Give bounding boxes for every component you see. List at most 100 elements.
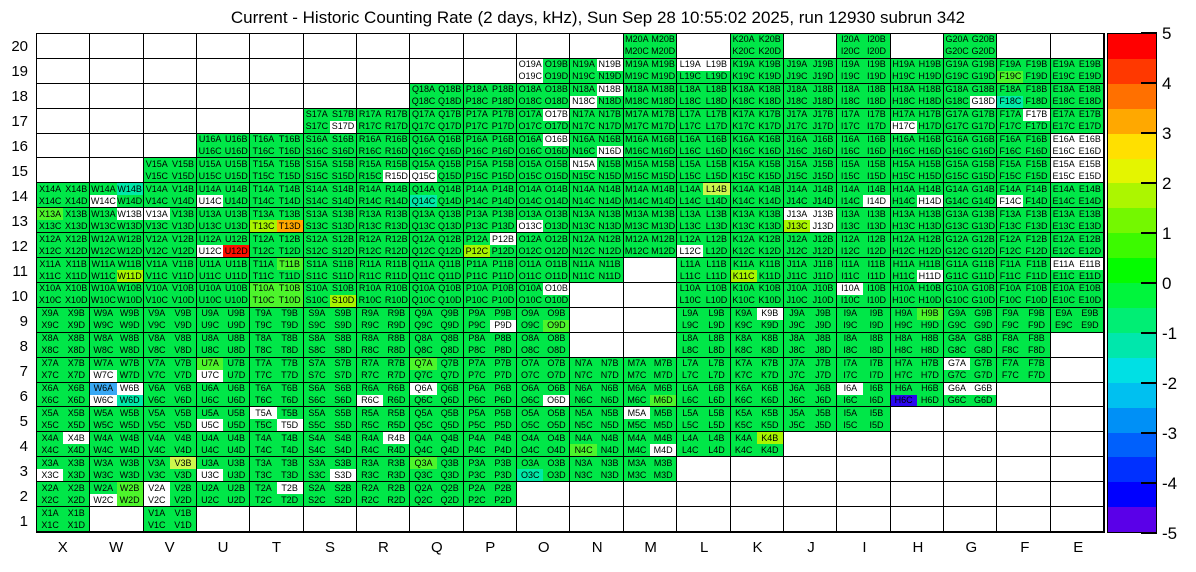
cell-U10: U10A U10B U10C U10D (197, 282, 251, 308)
cell-Q9: Q9A Q9B Q9C Q9D (410, 307, 464, 333)
cell-E11: E11A E11B E11C E11D (1050, 258, 1104, 283)
empty-quadrant (570, 482, 596, 494)
channel-K11A: K11A (730, 258, 757, 271)
channel-L15A: L15A (677, 158, 704, 171)
empty-quadrant (1023, 383, 1049, 395)
channel-U11D: U11D (223, 270, 250, 282)
colorbar-segment (1108, 432, 1156, 458)
cell-L20 (677, 34, 731, 59)
channel-I6B: I6B (863, 382, 890, 395)
colorbar-tick-label-5: 5 (1162, 24, 1172, 43)
channel-T8A: T8A (250, 332, 277, 345)
cell-Q4: Q4A Q4B Q4C Q4D (410, 432, 464, 458)
channel-V9A: V9A (143, 307, 170, 320)
cell-X4: X4A X4B X4C X4D (37, 432, 91, 458)
channel-O17A: O17A (517, 108, 544, 121)
empty-quadrant (1051, 370, 1077, 382)
channel-R14C: R14C (357, 195, 384, 208)
cell-X8: X8A X8B X8C X8D (37, 332, 91, 358)
channel-L9A: L9A (677, 307, 704, 320)
channel-T10C: T10C (250, 294, 277, 307)
channel-N17A: N17A (570, 108, 597, 121)
channel-V3A: V3A (143, 457, 170, 470)
empty-quadrant (223, 34, 249, 46)
cell-O2 (517, 482, 571, 508)
cell-X1: X1A X1B X1C X1D (37, 507, 91, 532)
channel-Q2A: Q2A (410, 482, 437, 495)
channel-N6C: N6C (570, 394, 597, 407)
channel-N4D: N4D (596, 444, 623, 457)
channel-S15C: S15C (303, 170, 330, 183)
empty-quadrant (810, 432, 836, 444)
empty-quadrant (250, 71, 276, 83)
empty-quadrant (917, 444, 943, 456)
channel-L5B: L5B (703, 407, 730, 420)
channel-N19D: N19D (596, 70, 623, 83)
channel-Q4D: Q4D (436, 444, 463, 457)
channel-P5A: P5A (463, 407, 490, 420)
y-axis-label-4: 4 (19, 437, 28, 455)
channel-H14C: H14C (890, 195, 917, 208)
channel-U3C: U3C (197, 469, 224, 482)
cell-K19: K19A K19B K19C K19D (730, 58, 784, 84)
cell-F20 (997, 34, 1051, 59)
cell-L5: L5A L5B L5C L5D (677, 407, 731, 433)
channel-K10C: K10C (730, 294, 757, 307)
channel-Q18D: Q18D (436, 95, 463, 108)
cell-E16: E16A E16B E16C E16D (1050, 133, 1104, 159)
channel-O10D: O10D (543, 294, 570, 307)
channel-W12B: W12B (116, 233, 143, 246)
y-axis-label-8: 8 (19, 337, 28, 355)
channel-S14B: S14B (329, 183, 357, 196)
channel-O17B: O17B (543, 108, 570, 121)
channel-P8A: P8A (463, 332, 490, 345)
channel-X8B: X8B (63, 332, 90, 345)
channel-Q12A: Q12A (410, 233, 437, 246)
channel-H17B: H17B (916, 108, 943, 121)
channel-I15C: I15C (837, 170, 864, 183)
channel-K6B: K6B (756, 382, 783, 395)
x-axis-label-R: R (377, 539, 389, 556)
channel-J15D: J15D (810, 170, 837, 183)
channel-J10C: J10C (783, 294, 811, 307)
channel-G11C: G11C (943, 270, 971, 282)
cell-L4: L4A L4B L4C L4D (677, 432, 731, 458)
cell-G11: G11A G11B G11C G11D (943, 258, 998, 283)
colorbar-segment (1108, 457, 1156, 483)
empty-quadrant (277, 519, 303, 531)
channel-R17A: R17A (357, 108, 384, 121)
channel-N19C: N19C (570, 70, 597, 83)
cell-J10: J10A J10B J10C J10D (783, 282, 838, 308)
empty-quadrant (37, 59, 63, 71)
channel-M15D: M15D (650, 170, 677, 183)
channel-F8D: F8D (1023, 344, 1050, 357)
cell-W8: W8A W8B W8C W8D (90, 332, 144, 358)
channel-I17B: I17B (863, 108, 890, 121)
empty-quadrant (863, 482, 889, 494)
cell-L11: L11A L11B L11C L11D (677, 258, 731, 283)
channel-T9D: T9D (276, 319, 303, 332)
channel-V3D: V3D (169, 469, 197, 482)
cell-N17: N17A N17B N17C N17D (570, 108, 624, 134)
empty-quadrant (197, 34, 223, 46)
empty-quadrant (837, 469, 863, 481)
channel-L18B: L18B (703, 83, 730, 96)
empty-quadrant (517, 46, 543, 58)
empty-quadrant (1023, 469, 1049, 481)
channel-X3B: X3B (63, 457, 90, 470)
empty-quadrant (863, 432, 889, 444)
channel-K12D: K12D (756, 245, 783, 258)
cell-L14: L14A L14B L14C L14D (677, 183, 731, 209)
empty-quadrant (437, 71, 463, 83)
empty-quadrant (784, 469, 810, 481)
channel-P4C: P4C (463, 444, 490, 457)
channel-H16C: H16C (890, 145, 917, 158)
empty-quadrant (383, 59, 409, 71)
x-axis-label-H: H (912, 539, 924, 556)
channel-H13A: H13A (890, 208, 917, 221)
channel-M5C: M5C (623, 419, 651, 432)
channel-J16A: J16A (783, 133, 811, 146)
cell-F15: F15A F15B F15C F15D (997, 158, 1051, 184)
channel-O10B: O10B (543, 282, 570, 295)
channel-K6D: K6D (756, 394, 783, 407)
